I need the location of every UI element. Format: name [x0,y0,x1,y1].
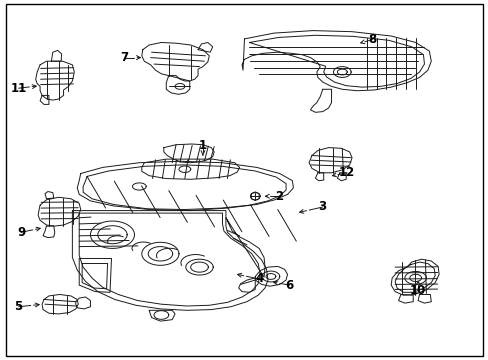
Text: 4: 4 [255,273,263,285]
Text: 3: 3 [318,201,326,213]
Text: 5: 5 [15,300,22,313]
Text: 2: 2 [274,190,282,203]
Text: 7: 7 [121,51,128,64]
Text: 6: 6 [285,279,293,292]
Text: 12: 12 [338,166,355,179]
Text: 8: 8 [368,33,376,46]
Text: 1: 1 [199,139,206,152]
Text: 10: 10 [409,284,426,297]
Text: 9: 9 [18,226,25,239]
Text: 11: 11 [10,82,27,95]
